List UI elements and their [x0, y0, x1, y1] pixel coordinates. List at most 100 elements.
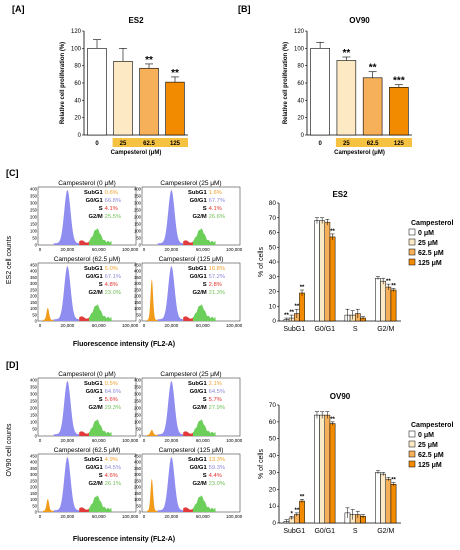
flow-y-tick-label: 200	[30, 406, 38, 411]
flow-y-tick-label: 300	[30, 392, 38, 397]
s-phase-region	[183, 240, 193, 245]
phase-label: SubG1	[188, 381, 207, 387]
legend-swatch	[408, 430, 416, 438]
flow-y-tick-label: 100	[134, 229, 142, 234]
flow-y-tick-label: 450	[134, 263, 142, 268]
flow-y-tick-label: 250	[134, 287, 142, 292]
phase-value: 23.0%	[105, 290, 121, 296]
flow-y-tick-label: 450	[30, 454, 38, 459]
flow-y-tick-label: 250	[134, 208, 142, 213]
flow-x-tick-label: 60,000	[92, 514, 106, 519]
phase-value: 59.3%	[209, 465, 225, 471]
significance-mark: **	[284, 313, 289, 319]
flow-y-tick-label: 150	[30, 222, 38, 227]
phase-label: G0/G1	[86, 389, 104, 395]
y-tick-label: 60	[297, 81, 304, 87]
flow-x-tick-label: 0	[39, 514, 42, 519]
flow-x-tick-label: 0	[39, 438, 42, 443]
y-tick-label: 70	[269, 215, 277, 222]
legend-label: 125 μM	[418, 462, 442, 469]
phase-label: G2/M	[88, 290, 102, 296]
flow-x-tick-label: 60,000	[196, 514, 210, 519]
y-axis-title: % of cells	[258, 247, 265, 277]
y-tick-label: 30	[269, 274, 277, 281]
flow-y-tick-label: 200	[134, 485, 142, 490]
flow-y-tick-label: 400	[134, 269, 142, 274]
phase-value: 26.1%	[105, 481, 121, 487]
y-tick-label: 40	[74, 98, 81, 104]
flow-cytometry-grid-ov90: OV90 cell counts Fluorescence intensity …	[6, 371, 243, 543]
flow-y-tick-label: 450	[30, 263, 38, 268]
flow-xlabel-ov90: Fluorescence intensity (FL2-A)	[73, 536, 175, 543]
phase-label: S	[203, 473, 207, 479]
flow-y-tick-label: 400	[30, 269, 38, 274]
flow-y-tick-label: 350	[134, 466, 142, 471]
y-tick-label: 0	[272, 318, 276, 325]
panel-label-a: [A]	[12, 4, 25, 14]
phase-value: 4.4%	[209, 473, 222, 479]
y-tick-label: 80	[297, 64, 304, 70]
x-tick-label: 62.5	[367, 141, 379, 147]
legend-title: Campesterol	[411, 422, 453, 429]
flow-plot-frame	[37, 453, 137, 513]
s-phase-region	[79, 240, 89, 245]
flow-y-tick-label: 250	[134, 399, 142, 404]
bar	[336, 60, 357, 136]
y-tick-label: 40	[269, 259, 277, 266]
y-axis-title: % of cells	[258, 449, 265, 479]
significance-mark: **	[295, 508, 300, 514]
flow-x-tick-label: 100,000	[226, 438, 243, 443]
flow-x-tick-label: 0	[39, 323, 42, 328]
bar	[390, 483, 397, 524]
legend-swatch	[408, 450, 416, 458]
phase-value: 57.2%	[209, 274, 225, 280]
phase-value: 2.1%	[209, 381, 222, 387]
chart-title: OV90	[349, 16, 370, 25]
flow-x-tick-label: 0	[143, 323, 146, 328]
g0g1-peak	[53, 190, 80, 245]
flow-y-tick-label: 0	[139, 434, 142, 439]
phase-label: G0/G1	[190, 274, 208, 280]
flow-plot-title: Campesterol (25 μM)	[160, 180, 221, 187]
phase-value: 13.3%	[209, 457, 225, 463]
y-tick-label: 100	[294, 46, 305, 52]
flow-plot-frame	[141, 377, 241, 437]
legend-label: 62.5 μM	[418, 452, 444, 459]
flow-x-tick-label: 100,000	[122, 323, 139, 328]
bar	[314, 414, 320, 524]
flow-y-tick-label: 100	[134, 306, 142, 311]
x-tick-label: 25	[343, 141, 350, 147]
flow-x-tick-label: 100,000	[226, 247, 243, 252]
g2m-peak	[88, 228, 112, 245]
flow-x-tick-label: 100,000	[226, 323, 243, 328]
flow-y-tick-label: 450	[134, 454, 142, 459]
flow-plot-title: Campesterol (62.5 μM)	[54, 447, 121, 454]
x-tick-label: G0/G1	[314, 528, 335, 535]
legend-label: 62.5 μM	[418, 250, 444, 257]
g2m-peak	[192, 419, 216, 436]
bar	[329, 423, 336, 524]
subg1-peak	[42, 498, 54, 512]
g2m-peak	[88, 495, 112, 512]
flow-y-tick-label: 100	[30, 229, 38, 234]
phase-value: 0.6%	[105, 190, 118, 196]
x-concentration-band	[335, 138, 412, 147]
flow-y-tick-label: 150	[134, 222, 142, 227]
phase-value: 67.1%	[105, 274, 121, 280]
x-concentration-band	[112, 138, 188, 147]
bar	[165, 81, 185, 136]
phase-label: G2/M	[88, 214, 102, 220]
flow-y-tick-label: 0	[35, 510, 38, 515]
bar	[385, 478, 392, 524]
flow-y-tick-label: 200	[134, 215, 142, 220]
flow-y-tick-label: 400	[30, 460, 38, 465]
significance-mark: **	[289, 310, 294, 316]
phase-value: 1.6%	[209, 190, 222, 196]
significance-mark: **	[330, 417, 335, 423]
bar	[113, 61, 133, 136]
phase-label: S	[203, 206, 207, 212]
g0g1-peak	[53, 381, 80, 436]
flow-ylabel-es2: ES2 cell counts	[6, 235, 13, 284]
